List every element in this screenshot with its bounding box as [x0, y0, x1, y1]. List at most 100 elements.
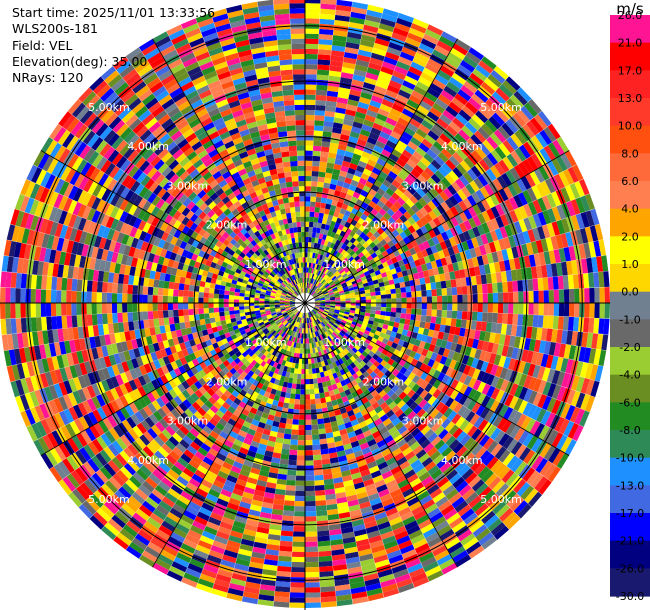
velocity-cell: [390, 307, 397, 313]
velocity-cell: [305, 358, 309, 364]
velocity-cell: [316, 69, 330, 76]
velocity-cell: [305, 445, 313, 451]
velocity-cell: [353, 272, 360, 278]
velocity-cell: [430, 316, 437, 324]
velocity-cell: [419, 100, 433, 112]
velocity-cell: [325, 246, 330, 252]
velocity-cell: [397, 171, 408, 181]
velocity-cell: [287, 464, 297, 471]
velocity-cell: [315, 403, 322, 410]
velocity-cell: [280, 412, 288, 419]
velocity-cell: [317, 217, 323, 224]
velocity-cell: [563, 169, 575, 185]
velocity-cell: [406, 291, 412, 298]
velocity-cell: [535, 132, 548, 148]
velocity-cell: [380, 310, 386, 316]
velocity-cell: [364, 261, 371, 268]
velocity-cell: [316, 525, 329, 532]
velocity-cell: [454, 38, 471, 52]
velocity-cell: [280, 530, 294, 537]
velocity-cell: [486, 152, 499, 166]
velocity-cell: [315, 99, 327, 106]
velocity-cell: [317, 540, 331, 547]
velocity-cell: [309, 378, 314, 385]
velocity-cell: [319, 13, 335, 20]
velocity-cell: [419, 207, 429, 217]
velocity-cell: [415, 146, 427, 157]
velocity-cell: [317, 423, 325, 430]
velocity-cell: [373, 42, 388, 52]
velocity-cell: [359, 155, 369, 164]
velocity-cell: [319, 254, 324, 261]
velocity-cell: [413, 245, 422, 254]
velocity-cell: [322, 274, 328, 280]
velocity-cell: [396, 17, 413, 28]
velocity-cell: [319, 207, 325, 214]
velocity-cell: [320, 299, 326, 302]
velocity-cell: [462, 197, 473, 209]
velocity-cell: [495, 271, 503, 283]
velocity-cell: [472, 68, 488, 82]
velocity-cell: [306, 267, 309, 273]
velocity-cell: [305, 99, 316, 106]
velocity-cell: [313, 242, 318, 249]
velocity-cell: [377, 263, 384, 270]
velocity-cell: [417, 271, 425, 279]
velocity-cell: [325, 105, 336, 113]
velocity-cell: [584, 288, 590, 303]
velocity-cell: [305, 257, 308, 263]
velocity-cell: [365, 223, 373, 232]
velocity-cell: [368, 284, 375, 290]
velocity-cell: [312, 145, 322, 152]
velocity-cell: [339, 268, 345, 275]
velocity-cell: [448, 195, 459, 206]
velocity-cell: [324, 208, 330, 215]
velocity-cell: [399, 231, 408, 240]
velocity-cell: [356, 54, 371, 63]
velocity-cell: [325, 167, 334, 174]
velocity-cell: [305, 94, 316, 100]
velocity-cell: [527, 314, 534, 327]
velocity-cell: [345, 145, 356, 154]
velocity-cell: [358, 284, 364, 289]
velocity-cell: [449, 206, 459, 217]
velocity-cell: [439, 113, 452, 126]
velocity-cell: [447, 140, 460, 152]
velocity-cell: [307, 252, 311, 258]
velocity-cell: [487, 283, 493, 294]
velocity-cell: [436, 137, 448, 148]
velocity-cell: [387, 112, 400, 122]
velocity-cell: [553, 249, 562, 263]
velocity-cell: [306, 272, 309, 278]
velocity-cell: [307, 272, 310, 278]
velocity-cell: [441, 211, 451, 222]
velocity-cell: [308, 283, 311, 289]
velocity-cell: [339, 292, 345, 296]
velocity-cell: [369, 241, 377, 249]
velocity-cell: [348, 287, 355, 292]
velocity-cell: [313, 378, 318, 384]
velocity-cell: [323, 240, 329, 247]
velocity-cell: [381, 13, 398, 23]
velocity-cell: [444, 56, 460, 69]
velocity-cell: [396, 271, 404, 278]
velocity-cell: [318, 293, 324, 297]
velocity-cell: [308, 231, 313, 238]
velocity-cell: [411, 90, 425, 101]
velocity-cell: [332, 244, 338, 251]
velocity-cell: [378, 170, 388, 180]
velocity-cell: [502, 139, 515, 154]
velocity-cell: [521, 243, 529, 257]
velocity-cell: [372, 47, 387, 57]
velocity-cell: [371, 196, 380, 205]
velocity-cell: [435, 194, 445, 205]
velocity-cell: [518, 205, 528, 219]
velocity-cell: [345, 253, 352, 260]
velocity-cell: [343, 51, 358, 60]
velocity-cell: [314, 253, 319, 259]
velocity-cell: [305, 201, 311, 207]
velocity-cell: [424, 134, 436, 145]
velocity-cell: [305, 242, 309, 248]
velocity-cell: [322, 213, 329, 220]
velocity-cell: [282, 443, 291, 450]
